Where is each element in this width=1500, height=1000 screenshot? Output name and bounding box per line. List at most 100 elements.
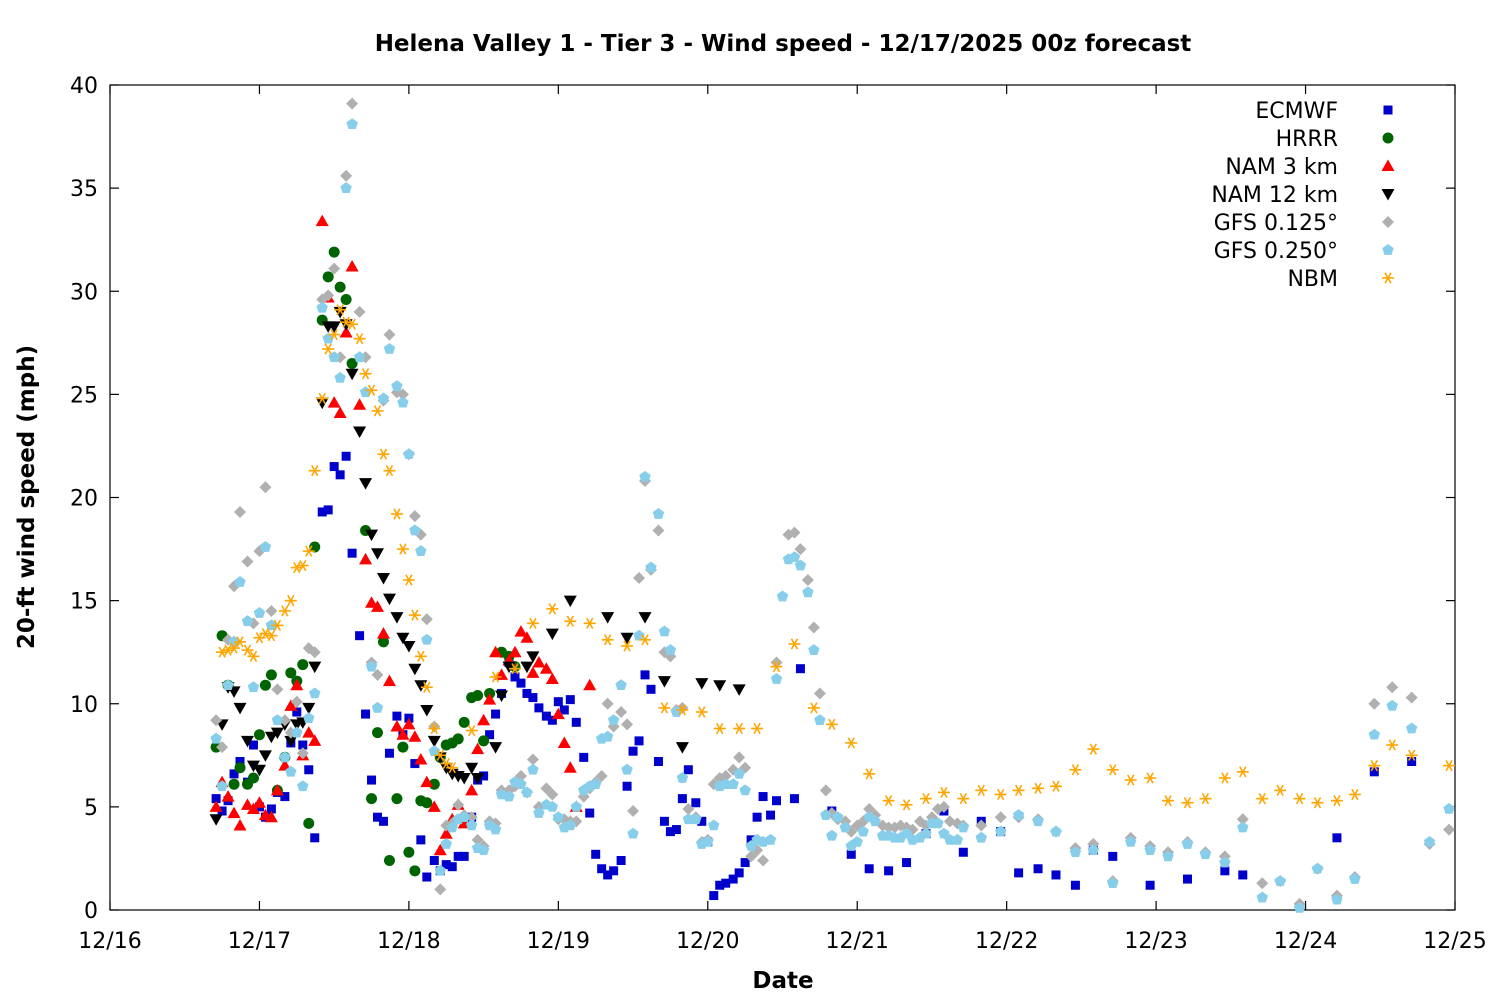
data-point [377, 448, 390, 460]
data-point [247, 772, 259, 784]
data-point [1106, 764, 1119, 776]
series-gfs-0-250 [210, 118, 1455, 913]
data-point [397, 396, 409, 408]
data-point [1032, 815, 1044, 827]
data-point [279, 751, 291, 763]
data-point [367, 775, 377, 785]
data-point [353, 426, 367, 438]
data-point [290, 678, 304, 691]
data-point [1386, 699, 1398, 711]
data-point [595, 769, 608, 782]
data-point [384, 748, 394, 758]
data-point [328, 328, 341, 341]
data-point [520, 661, 534, 674]
data-point [303, 817, 315, 829]
data-point [420, 704, 434, 717]
data-point [534, 703, 544, 713]
data-point [900, 827, 913, 839]
data-point [353, 333, 366, 345]
data-point [345, 260, 359, 272]
data-point [640, 670, 650, 680]
data-point [713, 722, 726, 735]
legend-marker [1381, 189, 1395, 201]
data-point [302, 702, 316, 715]
data-point [298, 740, 308, 750]
data-point [851, 835, 863, 847]
data-point [421, 797, 433, 809]
data-point [434, 749, 447, 761]
data-point [900, 799, 913, 811]
data-point [882, 795, 895, 807]
data-point [609, 866, 619, 876]
data-point [422, 872, 432, 882]
data-point [329, 462, 339, 472]
data-point [658, 702, 671, 714]
data-point [621, 763, 633, 775]
legend-label: ECMWF [1255, 99, 1338, 124]
data-point [601, 697, 614, 710]
data-point [1423, 835, 1436, 847]
data-point [452, 798, 465, 811]
data-point [420, 775, 434, 788]
data-point [439, 827, 453, 839]
x-tick-label: 12/20 [676, 929, 739, 954]
data-point [340, 182, 352, 193]
data-point [376, 572, 390, 585]
data-point [383, 328, 396, 341]
data-point [1032, 782, 1045, 794]
data-point [309, 687, 321, 699]
data-point [658, 625, 671, 637]
data-point [284, 595, 297, 607]
data-point [807, 621, 820, 634]
data-point [446, 821, 458, 833]
data-point [1220, 866, 1230, 876]
data-point [1108, 851, 1118, 861]
data-point [465, 783, 479, 796]
data-point [627, 805, 640, 817]
data-point [845, 737, 858, 749]
data-point [740, 858, 750, 868]
data-point [526, 753, 539, 766]
x-tick-label: 12/22 [975, 929, 1038, 954]
legend-marker [1382, 272, 1394, 284]
data-point [571, 717, 581, 727]
data-point [719, 769, 732, 782]
data-point [951, 833, 964, 845]
data-point [346, 97, 359, 110]
data-point [766, 810, 776, 820]
data-point [1443, 802, 1455, 814]
data-point [327, 396, 341, 408]
data-point [902, 858, 912, 868]
y-tick-label: 15 [70, 590, 98, 615]
data-point [1293, 793, 1306, 805]
data-point [415, 545, 427, 556]
data-point [453, 851, 463, 861]
data-point [233, 818, 247, 831]
data-point [627, 827, 639, 839]
data-point [452, 733, 464, 745]
data-point [489, 742, 503, 754]
data-point [371, 600, 385, 612]
data-point [382, 593, 396, 606]
data-point [308, 734, 322, 746]
data-point [373, 812, 383, 822]
data-point [1219, 856, 1231, 868]
data-point [317, 507, 327, 517]
data-point [290, 695, 303, 708]
data-point [377, 636, 389, 648]
data-point [752, 812, 762, 822]
data-point [441, 860, 451, 870]
x-tick-label: 12/19 [527, 929, 590, 954]
data-point [402, 717, 416, 730]
data-point [1368, 728, 1381, 740]
data-point [1218, 772, 1231, 784]
data-point [280, 792, 290, 802]
data-point [1330, 795, 1343, 807]
data-point [709, 891, 719, 901]
data-point [359, 552, 373, 565]
data-point [615, 679, 627, 691]
data-point [471, 742, 485, 755]
data-point [884, 866, 894, 876]
data-point [994, 788, 1007, 801]
